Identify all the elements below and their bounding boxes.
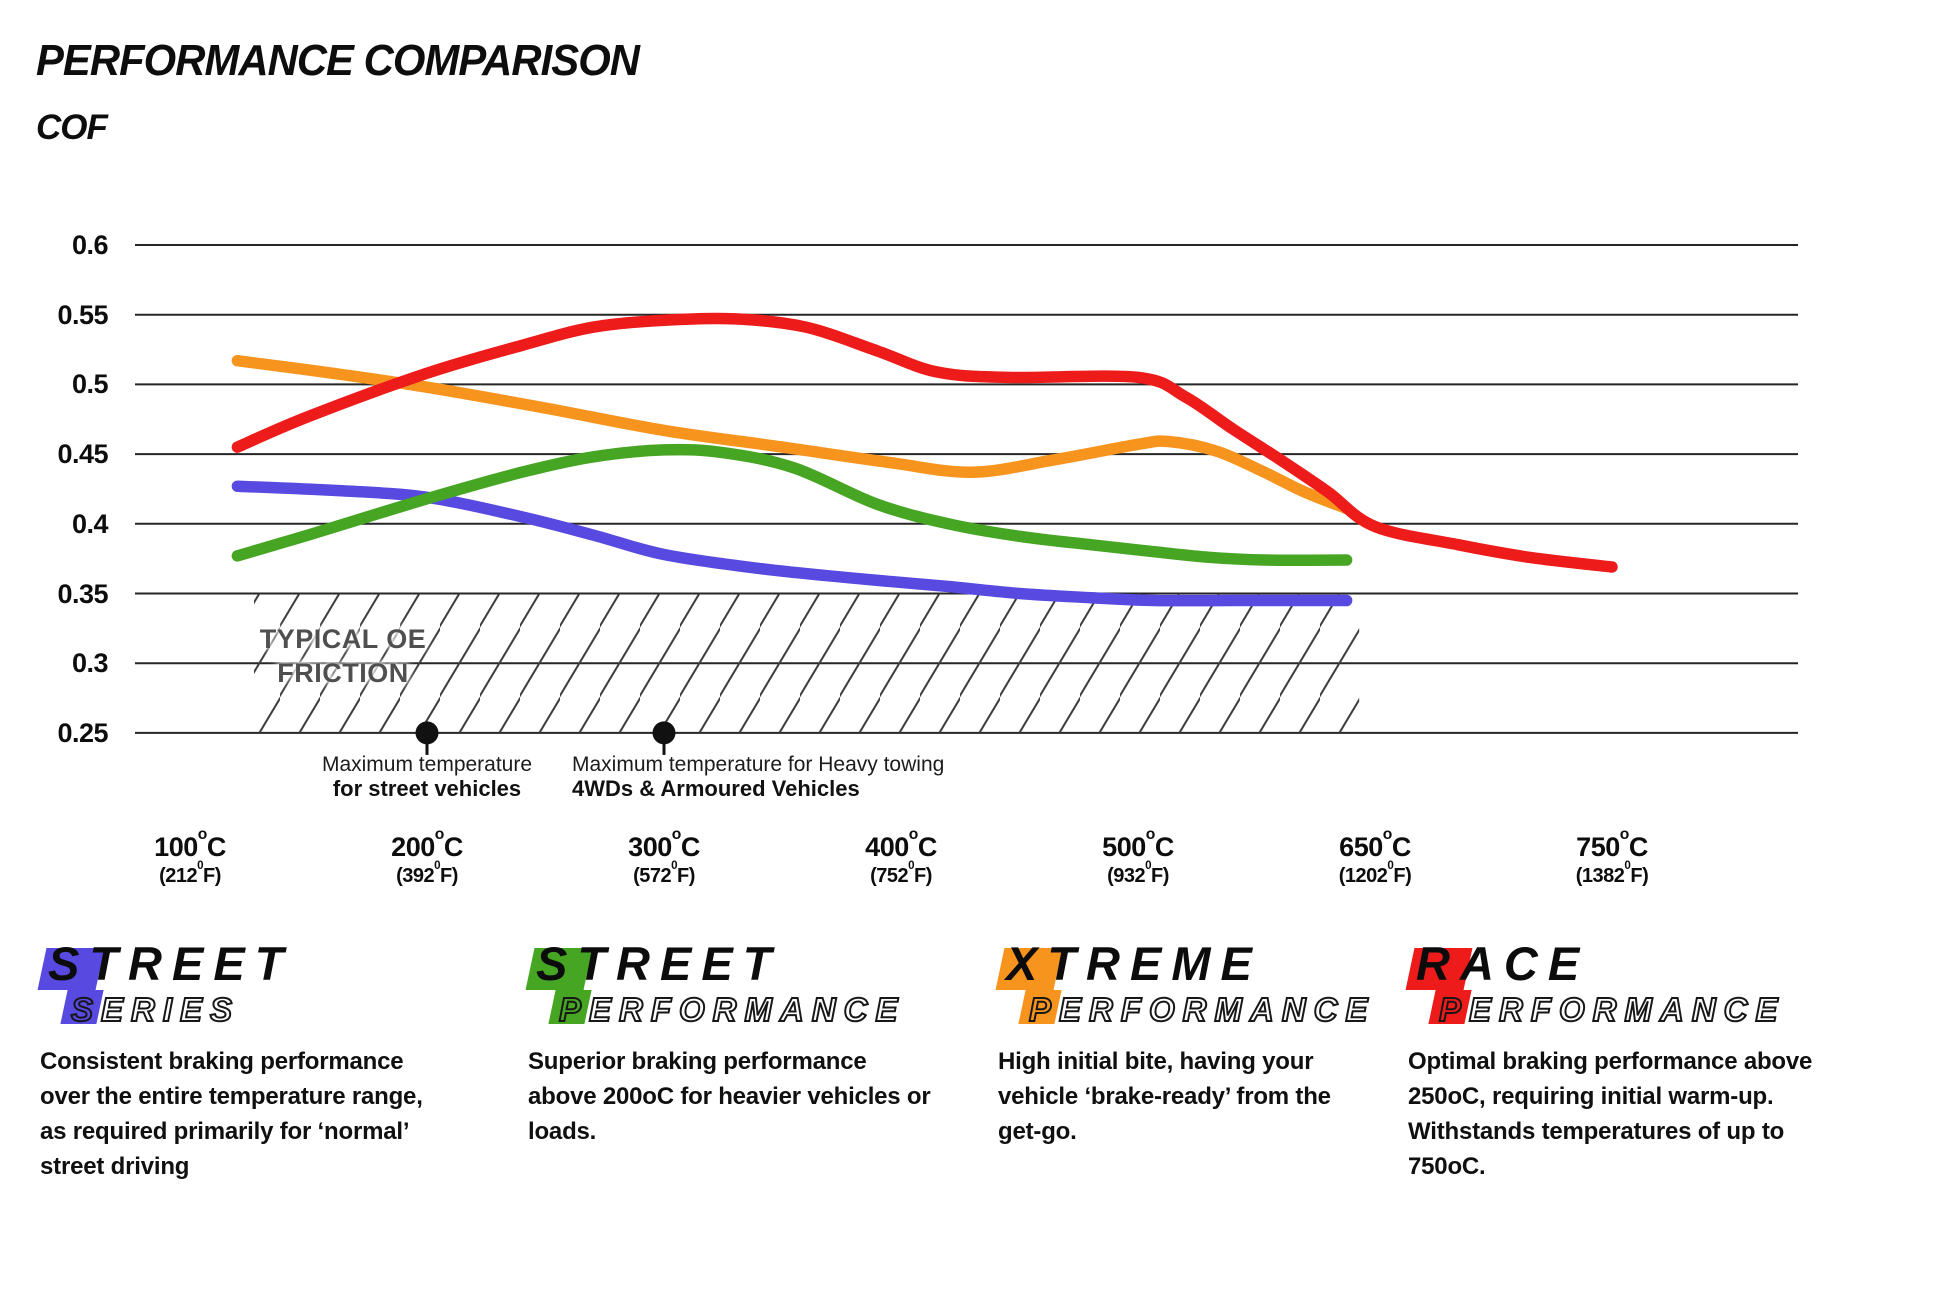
product-name-line1: XTREME	[1006, 937, 1262, 990]
x-tick-fahrenheit: (13820F)	[1575, 859, 1649, 887]
x-tick-label: 100oC (2120F)	[80, 825, 300, 888]
x-tick-label: 750oC (13820F)	[1502, 825, 1722, 888]
x-tick-label: 500oC (9320F)	[1028, 825, 1248, 888]
product-name-line1: STREET	[536, 937, 782, 990]
series-line-xtreme-performance	[231, 354, 1353, 515]
x-tick-fahrenheit: (7520F)	[870, 859, 932, 887]
x-tick-celsius: 650oC	[1339, 825, 1411, 862]
product-description: Consistent braking performance over the …	[40, 1048, 423, 1180]
x-tick-fahrenheit: (2120F)	[159, 859, 221, 887]
annotation-line2: 4WDs & Armoured Vehicles	[572, 776, 860, 801]
product-logo: STREET SERIES	[37, 937, 438, 1042]
max-temp-annotation: Maximum temperature for street vehicles	[207, 753, 647, 801]
y-tick-label: 0.3	[71, 648, 109, 679]
page-title: PERFORMANCE COMPARISON	[36, 36, 640, 85]
product-race-performance: RACE PERFORMANCE Optimal braking performan…	[1405, 937, 1840, 1184]
x-tick-celsius: 500oC	[1102, 825, 1174, 862]
x-tick-celsius: 100oC	[154, 825, 226, 862]
typical-oe-friction-label: TYPICAL OE FRICTION	[259, 624, 427, 688]
annotation-line2: for street vehicles	[332, 776, 522, 801]
product-logo: RACE PERFORMANCE	[1405, 937, 1840, 1042]
y-tick-label: 0.4	[71, 508, 109, 539]
x-tick-fahrenheit: (3920F)	[396, 859, 458, 887]
max-temp-annotation: Maximum temperature for Heavy towing 4WDs…	[572, 753, 1032, 801]
x-tick-celsius: 300oC	[628, 825, 700, 862]
y-tick-label: 0.45	[57, 439, 108, 470]
annotation-line1: Maximum temperature for Heavy towing	[572, 753, 945, 776]
product-xtreme-performance: XTREME PERFORMANCE High initial bite, havi…	[995, 937, 1369, 1149]
x-tick-fahrenheit: (9320F)	[1107, 859, 1169, 887]
y-tick-label: 0.35	[57, 578, 108, 609]
x-tick-celsius: 400oC	[865, 825, 937, 862]
product-logo: STREET PERFORMANCE	[525, 937, 940, 1042]
x-tick-celsius: 750oC	[1576, 825, 1648, 862]
product-name-line1: STREET	[48, 937, 294, 990]
series-line-race-performance	[231, 312, 1618, 573]
y-tick-label: 0.25	[57, 717, 108, 748]
product-street-series: STREET SERIES Consistent braking performan…	[37, 937, 438, 1184]
chart-canvas	[135, 244, 1798, 755]
product-name-line2: PERFORMANCE	[1438, 991, 1786, 1029]
product-street-performance: STREET PERFORMANCE Superior braking perfor…	[525, 937, 940, 1149]
x-tick-label: 300oC (5720F)	[554, 825, 774, 888]
y-tick-label: 0.55	[57, 299, 108, 330]
product-logo: XTREME PERFORMANCE	[995, 937, 1369, 1042]
typical-oe-friction-band	[254, 593, 1360, 733]
x-tick-label: 650oC (12020F)	[1265, 825, 1485, 888]
x-tick-label: 200oC (3920F)	[317, 825, 537, 888]
x-tick-fahrenheit: (12020F)	[1338, 859, 1412, 887]
x-tick-celsius: 200oC	[391, 825, 463, 862]
annotation-line1: Maximum temperature	[321, 753, 533, 776]
y-axis-title: COF	[36, 108, 108, 147]
product-description: High initial bite, having your vehicle ‘…	[998, 1048, 1331, 1145]
y-tick-label: 0.5	[71, 369, 109, 400]
product-name-line2: SERIES	[70, 991, 241, 1029]
product-description: Optimal braking performance above 250oC,…	[1408, 1048, 1813, 1180]
series-line-street-performance	[231, 443, 1353, 566]
product-name-line1: RACE	[1416, 937, 1590, 990]
product-name-line2: PERFORMANCE	[1028, 991, 1376, 1029]
product-name-line2: PERFORMANCE	[558, 991, 906, 1029]
max-temp-marker	[415, 721, 439, 755]
max-temp-marker	[652, 721, 676, 755]
x-tick-label: 400oC (7520F)	[791, 825, 1011, 888]
product-description: Superior braking performance above 200oC…	[528, 1048, 931, 1145]
x-tick-fahrenheit: (5720F)	[633, 859, 695, 887]
y-tick-label: 0.6	[71, 230, 109, 260]
